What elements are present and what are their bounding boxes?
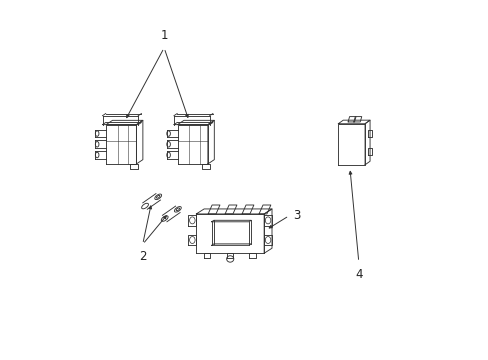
- Text: 3: 3: [292, 209, 300, 222]
- Text: 1: 1: [160, 30, 167, 42]
- Text: 2: 2: [139, 249, 146, 263]
- Text: 4: 4: [354, 267, 362, 280]
